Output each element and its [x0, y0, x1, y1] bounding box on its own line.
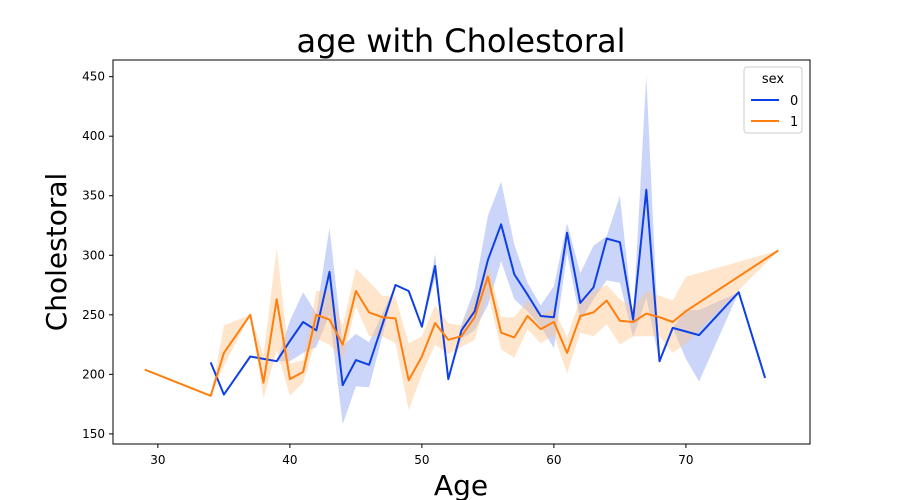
- x-tick-label: 40: [282, 453, 297, 467]
- x-tick-label: 70: [678, 453, 693, 467]
- x-tick-label: 60: [546, 453, 561, 467]
- confidence-band-sex-0: [210, 75, 766, 425]
- x-tick-label: 50: [414, 453, 429, 467]
- y-tick-label: 450: [82, 70, 105, 84]
- legend-label-sex-0: 0: [790, 94, 798, 109]
- y-tick-label: 400: [82, 129, 105, 143]
- legend-title: sex: [762, 72, 785, 87]
- y-tick-label: 350: [82, 189, 105, 203]
- series-line-sex-0: [209, 188, 767, 396]
- legend: sex 0 1: [743, 66, 803, 134]
- y-tick-label: 250: [82, 308, 105, 322]
- series-line-sex-1: [144, 249, 779, 397]
- y-axis-label: Cholestoral: [40, 173, 73, 332]
- y-tick-label: 200: [82, 367, 105, 381]
- legend-label-sex-1: 1: [790, 115, 798, 130]
- x-axis-label: Age: [434, 469, 488, 500]
- y-tick-label: 150: [82, 427, 105, 441]
- x-tick-label: 30: [150, 453, 165, 467]
- plot-area-frame: [112, 59, 811, 445]
- chart-title: age with Cholestoral: [296, 22, 625, 60]
- y-tick-label: 300: [82, 248, 105, 262]
